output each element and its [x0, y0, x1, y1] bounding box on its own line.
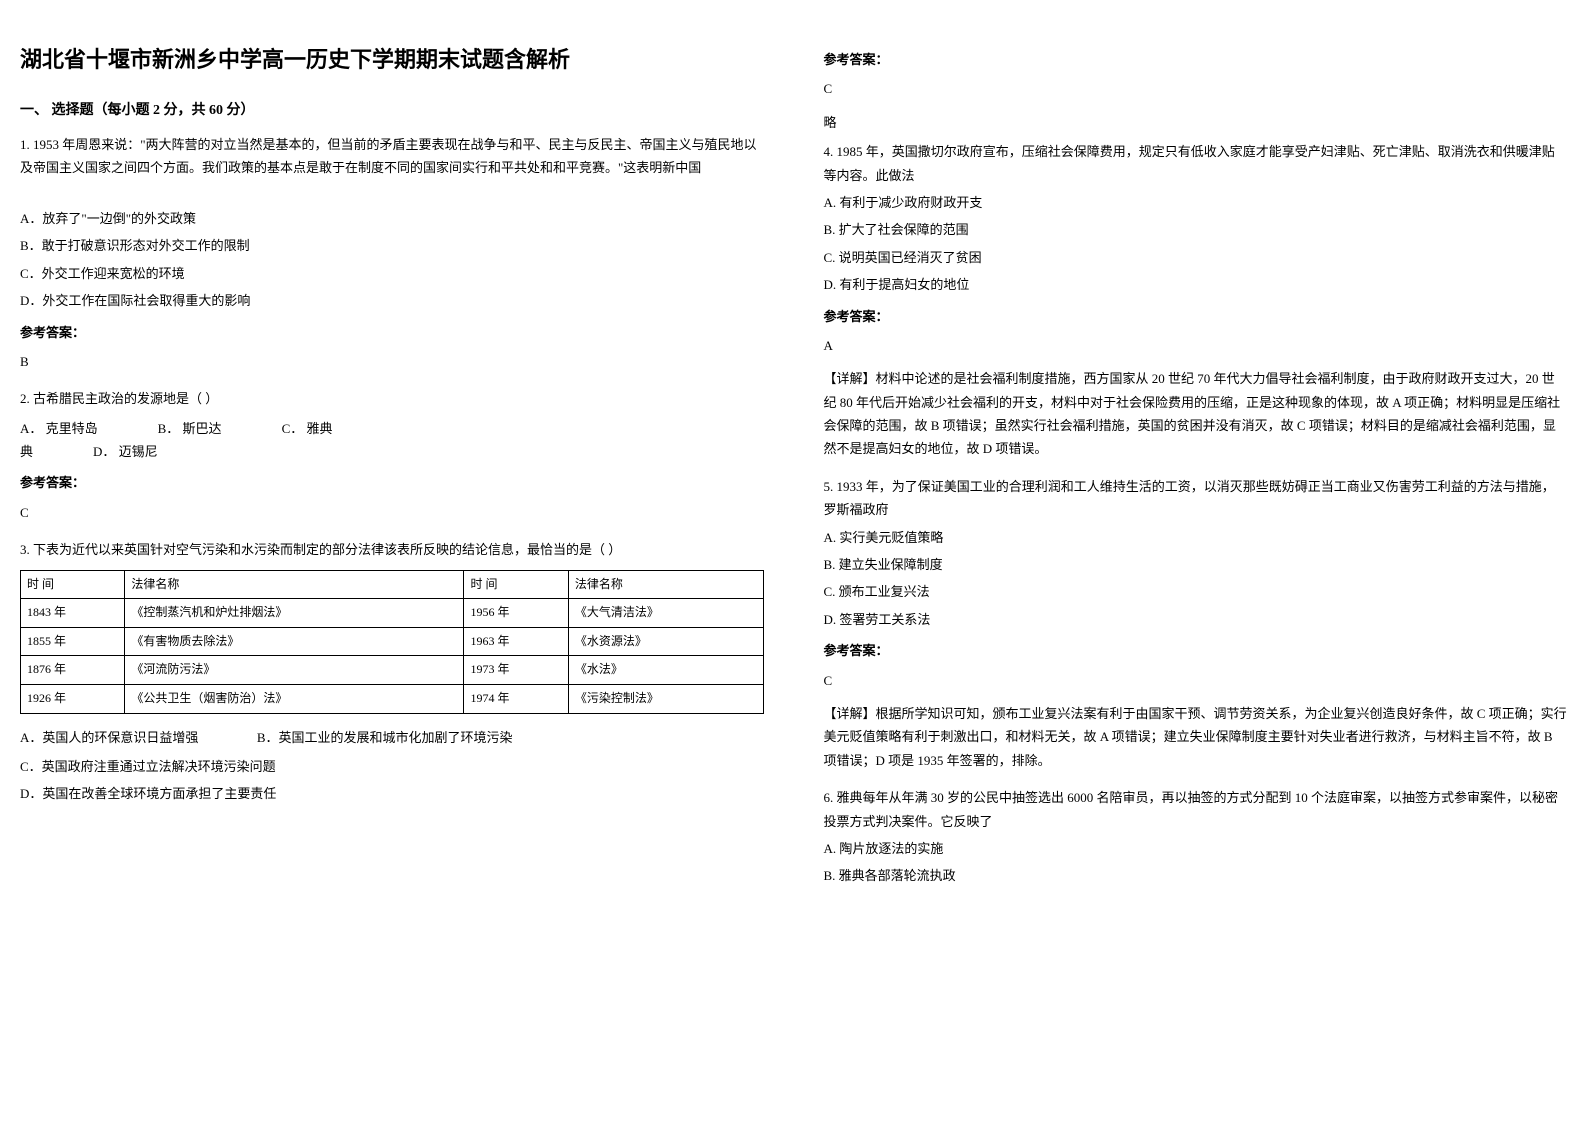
- question-text: 2. 古希腊民主政治的发源地是（ ）: [20, 387, 764, 410]
- option-d: D. 有利于提高妇女的地位: [824, 273, 1568, 296]
- options-line-1: A．英国人的环保意识日益增强 B．英国工业的发展和城市化加剧了环境污染: [20, 726, 764, 749]
- option-a: A. 陶片放逐法的实施: [824, 837, 1568, 860]
- table-cell: 1963 年: [464, 627, 568, 656]
- table-cell: 1926 年: [21, 685, 125, 714]
- table-cell: 1974 年: [464, 685, 568, 714]
- question-text: 4. 1985 年，英国撒切尔政府宣布，压缩社会保障费用，规定只有低收入家庭才能…: [824, 140, 1568, 187]
- option-c: C．外交工作迎来宽松的环境: [20, 262, 764, 285]
- question-text: 5. 1933 年，为了保证美国工业的合理利润和工人维持生活的工资，以消灭那些既…: [824, 475, 1568, 522]
- table-cell: 1973 年: [464, 656, 568, 685]
- option-c: C．英国政府注重通过立法解决环境污染问题: [20, 755, 764, 778]
- answer-value: B: [20, 350, 764, 373]
- option-c: C. 说明英国已经消灭了贫困: [824, 246, 1568, 269]
- question-6: 6. 雅典每年从年满 30 岁的公民中抽签选出 6000 名陪审员，再以抽签的方…: [824, 786, 1568, 888]
- option-c: C． 雅典: [282, 417, 333, 440]
- answer-label: 参考答案：: [20, 321, 764, 344]
- option-a: A． 克里特岛: [20, 417, 98, 440]
- left-column: 湖北省十堰市新洲乡中学高一历史下学期期末试题含解析 一、 选择题（每小题 2 分…: [20, 40, 764, 902]
- table-row: 1843 年 《控制蒸汽机和炉灶排烟法》 1956 年 《大气清洁法》: [21, 599, 764, 628]
- option-d: D．英国在改善全球环境方面承担了主要责任: [20, 782, 764, 805]
- table-row: 1855 年 《有害物质去除法》 1963 年 《水资源法》: [21, 627, 764, 656]
- table-row: 1876 年 《河流防污法》 1973 年 《水法》: [21, 656, 764, 685]
- table-cell: 《公共卫生（烟害防治）法》: [125, 685, 464, 714]
- answer-value: C: [824, 669, 1568, 692]
- answer-note: 略: [824, 111, 1568, 134]
- table-cell: 1843 年: [21, 599, 125, 628]
- table-header: 时 间: [21, 570, 125, 599]
- answer-label: 参考答案：: [824, 639, 1568, 662]
- explanation: 【详解】材料中论述的是社会福利制度措施，西方国家从 20 世纪 70 年代大力倡…: [824, 367, 1568, 461]
- section-heading: 一、 选择题（每小题 2 分，共 60 分）: [20, 98, 764, 123]
- option-b: B. 建立失业保障制度: [824, 553, 1568, 576]
- option-b: B. 扩大了社会保障的范围: [824, 218, 1568, 241]
- question-4: 4. 1985 年，英国撒切尔政府宣布，压缩社会保障费用，规定只有低收入家庭才能…: [824, 140, 1568, 461]
- table-cell: 《控制蒸汽机和炉灶排烟法》: [125, 599, 464, 628]
- answer-label: 参考答案：: [824, 48, 1568, 71]
- question-text: 1. 1953 年周恩来说："两大阵营的对立当然是基本的，但当前的矛盾主要表现在…: [20, 133, 764, 180]
- answer-value: C: [20, 501, 764, 524]
- option-d: D．外交工作在国际社会取得重大的影响: [20, 289, 764, 312]
- option-c-wrap: 典: [20, 440, 33, 463]
- option-a: A．英国人的环保意识日益增强: [20, 730, 198, 745]
- table-header-row: 时 间 法律名称 时 间 法律名称: [21, 570, 764, 599]
- option-a: A. 实行美元贬值策略: [824, 526, 1568, 549]
- table-row: 1926 年 《公共卫生（烟害防治）法》 1974 年 《污染控制法》: [21, 685, 764, 714]
- option-b: B．敢于打破意识形态对外交工作的限制: [20, 234, 764, 257]
- answer-label: 参考答案：: [20, 471, 764, 494]
- law-table: 时 间 法律名称 时 间 法律名称 1843 年 《控制蒸汽机和炉灶排烟法》 1…: [20, 570, 764, 714]
- document-title: 湖北省十堰市新洲乡中学高一历史下学期期末试题含解析: [20, 40, 764, 80]
- table-cell: 1876 年: [21, 656, 125, 685]
- option-a: A. 有利于减少政府财政开支: [824, 191, 1568, 214]
- option-a: A．放弃了"一边倒"的外交政策: [20, 207, 764, 230]
- page-container: 湖北省十堰市新洲乡中学高一历史下学期期末试题含解析 一、 选择题（每小题 2 分…: [20, 40, 1567, 902]
- table-header: 法律名称: [125, 570, 464, 599]
- answer-label: 参考答案：: [824, 305, 1568, 328]
- table-cell: 1855 年: [21, 627, 125, 656]
- answer-value: C: [824, 77, 1568, 100]
- table-cell: 《大气清洁法》: [568, 599, 763, 628]
- option-c: C. 颁布工业复兴法: [824, 580, 1568, 603]
- table-cell: 《污染控制法》: [568, 685, 763, 714]
- explanation: 【详解】根据所学知识可知，颁布工业复兴法案有利于由国家干预、调节劳资关系，为企业…: [824, 702, 1568, 772]
- question-text: 3. 下表为近代以来英国针对空气污染和水污染而制定的部分法律该表所反映的结论信息…: [20, 538, 764, 561]
- question-1: 1. 1953 年周恩来说："两大阵营的对立当然是基本的，但当前的矛盾主要表现在…: [20, 133, 764, 374]
- table-header: 时 间: [464, 570, 568, 599]
- option-b: B．英国工业的发展和城市化加剧了环境污染: [257, 730, 513, 745]
- question-3: 3. 下表为近代以来英国针对空气污染和水污染而制定的部分法律该表所反映的结论信息…: [20, 538, 764, 806]
- table-cell: 《水法》: [568, 656, 763, 685]
- right-column: 参考答案： C 略 4. 1985 年，英国撒切尔政府宣布，压缩社会保障费用，规…: [824, 40, 1568, 902]
- table-header: 法律名称: [568, 570, 763, 599]
- table-cell: 《河流防污法》: [125, 656, 464, 685]
- question-5: 5. 1933 年，为了保证美国工业的合理利润和工人维持生活的工资，以消灭那些既…: [824, 475, 1568, 772]
- option-d: D． 迈锡尼: [93, 440, 158, 463]
- question-text: 6. 雅典每年从年满 30 岁的公民中抽签选出 6000 名陪审员，再以抽签的方…: [824, 786, 1568, 833]
- options-row: A． 克里特岛 B． 斯巴达 C． 雅典 典 D． 迈锡尼: [20, 417, 764, 464]
- option-d: D. 签署劳工关系法: [824, 608, 1568, 631]
- option-b: B. 雅典各部落轮流执政: [824, 864, 1568, 887]
- question-2: 2. 古希腊民主政治的发源地是（ ） A． 克里特岛 B． 斯巴达 C． 雅典 …: [20, 387, 764, 524]
- table-cell: 《有害物质去除法》: [125, 627, 464, 656]
- answer-value: A: [824, 334, 1568, 357]
- table-cell: 《水资源法》: [568, 627, 763, 656]
- table-cell: 1956 年: [464, 599, 568, 628]
- option-b: B． 斯巴达: [158, 417, 222, 440]
